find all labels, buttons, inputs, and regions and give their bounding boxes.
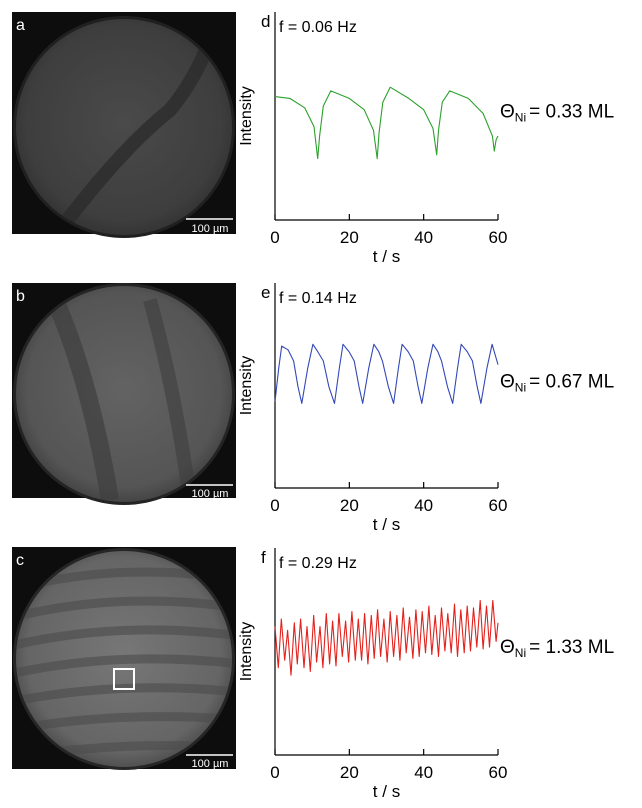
region-of-interest-box	[113, 668, 135, 690]
coverage-annotation: ΘNi = 1.33 ML	[500, 637, 614, 660]
coverage-subscript: Ni	[515, 646, 526, 660]
coverage-symbol: Θ	[500, 102, 515, 123]
coverage-subscript: Ni	[515, 111, 526, 125]
coverage-annotation: ΘNi = 0.33 ML	[500, 102, 614, 125]
intensity-series-line	[274, 343, 499, 404]
chart-panel-label: e	[261, 283, 270, 302]
coverage-value: = 1.33 ML	[529, 637, 614, 658]
intensity-chart-e: e 0 20 40 60 t / s Intensity f = 0.14 Hz ΘNi = 0.…	[238, 283, 614, 534]
chart-panel-label: f	[261, 548, 266, 567]
y-axis-label: Intensity	[238, 86, 255, 146]
scale-bar-label: 100 µm	[192, 223, 229, 235]
y-axis-label: Intensity	[238, 622, 255, 682]
coverage-symbol: Θ	[500, 371, 515, 392]
intensity-series-line	[274, 599, 499, 676]
frequency-annotation: f = 0.29 Hz	[279, 555, 357, 572]
x-tick-label: 40	[414, 228, 433, 247]
intensity-series-line	[274, 86, 499, 160]
coverage-value: = 0.33 ML	[529, 102, 614, 123]
x-tick-label: 40	[414, 496, 433, 515]
frequency-annotation: f = 0.06 Hz	[279, 19, 357, 36]
x-tick-label: 60	[489, 228, 508, 247]
image-panel-label: a	[16, 17, 25, 34]
x-tick-label: 60	[489, 496, 508, 515]
x-tick-label: 0	[270, 496, 279, 515]
leem-image-panel-b: b 100 µm	[12, 283, 236, 505]
x-axis-label: t / s	[373, 515, 400, 534]
x-tick-label: 20	[340, 763, 359, 782]
x-axis-label: t / s	[373, 782, 400, 801]
scale-bar-label: 100 µm	[192, 488, 229, 500]
chart-panel-label: d	[261, 12, 270, 31]
scale-bar-label: 100 µm	[192, 758, 229, 770]
x-tick-label: 20	[340, 228, 359, 247]
y-axis-label: Intensity	[238, 356, 255, 416]
image-panel-label: b	[16, 288, 25, 305]
x-tick-label: 20	[340, 496, 359, 515]
coverage-subscript: Ni	[515, 380, 526, 394]
x-tick-label: 0	[270, 228, 279, 247]
coverage-annotation: ΘNi = 0.67 ML	[500, 371, 614, 394]
image-panel-label: c	[16, 552, 24, 569]
intensity-chart-f: f 0 20 40 60 t / s Intensity f = 0.29 Hz ΘNi = 1.…	[238, 548, 614, 801]
coverage-symbol: Θ	[500, 637, 515, 658]
x-axis-label: t / s	[373, 247, 400, 266]
leem-image-panel-c: c 100 µm	[12, 547, 236, 770]
x-tick-label: 0	[270, 763, 279, 782]
frequency-annotation: f = 0.14 Hz	[279, 290, 357, 307]
leem-image-panel-a: a 100 µm	[12, 12, 236, 238]
intensity-chart-d: d 0 20 40 60 t / s Intensity f = 0.06 Hz ΘNi = 0.…	[238, 12, 614, 266]
coverage-value: = 0.67 ML	[529, 371, 614, 392]
x-tick-label: 60	[489, 763, 508, 782]
x-tick-label: 40	[414, 763, 433, 782]
